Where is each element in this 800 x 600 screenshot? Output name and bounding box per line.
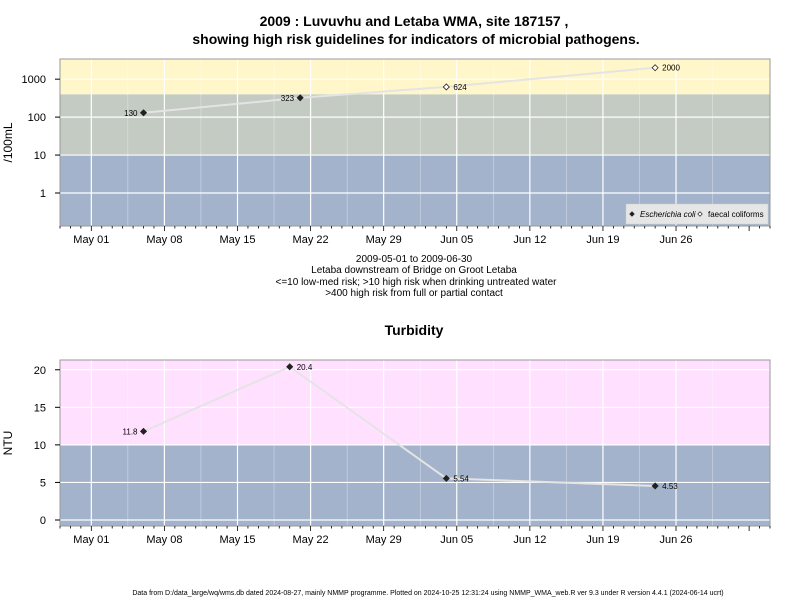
chart1-point-0-0 xyxy=(139,109,148,117)
chart2-connect-line xyxy=(143,365,656,487)
chart1-point-label-0-0: 130 xyxy=(124,109,138,118)
chart2-title: Turbidity xyxy=(385,322,444,338)
chart1-xtick-label-7: Jun 19 xyxy=(586,234,619,246)
chart1-xtick-label-8: Jun 26 xyxy=(660,234,693,246)
chart1-legend-marker-0 xyxy=(629,211,635,217)
chart1-xtick-label-1: May 08 xyxy=(146,234,182,246)
chart1-ylabel: /100mL xyxy=(1,122,15,162)
chart2-point-label-0-0: 11.8 xyxy=(123,427,139,436)
chart1-legend-label-0: Escherichia coli xyxy=(640,210,696,219)
chart1-xtick-label-5: Jun 05 xyxy=(440,234,473,246)
chart1-xtick-label-3: May 22 xyxy=(293,234,329,246)
chart1-legend-marker-1 xyxy=(697,211,703,217)
chart1-point-0-1 xyxy=(296,94,304,102)
chart1-ytick-label-3: 1000 xyxy=(22,74,46,86)
chart1-xtick-label-6: Jun 12 xyxy=(513,234,546,246)
chart2-ytick-label-1: 5 xyxy=(40,477,46,489)
chart2-point-label-0-2: 5.54 xyxy=(453,474,469,483)
chart1-ytick-label-1: 10 xyxy=(34,150,46,162)
chart2-xtick-label-3: May 22 xyxy=(293,534,329,546)
chart1-point-label-1-0: 624 xyxy=(453,83,467,92)
chart2-plot-area: 0 5 10 15 20 May 01 May 08 May 15 May 22 May 29 Ju… xyxy=(1,359,771,546)
chart2-ylabel: NTU xyxy=(1,431,15,456)
chart2-ytick-label-3: 15 xyxy=(34,402,46,414)
chart2-xtick-label-4: May 29 xyxy=(366,534,402,546)
chart1-plot-area: 1 10 100 1000 May 01 May 08 May 15 May 22 May 29… xyxy=(1,58,771,246)
chart1-legend-box xyxy=(625,203,769,225)
chart2-xtick-label-8: Jun 26 xyxy=(660,534,693,546)
chart2-point-0-2 xyxy=(442,474,450,482)
chart1-point-1-1 xyxy=(651,64,659,72)
chart2-point-0-1 xyxy=(286,363,294,371)
chart2-xtick-label-6: Jun 12 xyxy=(513,534,546,546)
footer-text: Data from D:/data_large/wq/wms.db dated … xyxy=(132,590,723,597)
chart2-xtick-label-5: Jun 05 xyxy=(440,534,473,546)
chart2-point-0-0 xyxy=(139,427,148,435)
chart1-band-1 xyxy=(60,94,770,156)
chart2-xtick-label-1: May 08 xyxy=(146,534,182,546)
chart2-point-label-0-3: 4.53 xyxy=(662,482,678,491)
chart2-ytick-label-4: 20 xyxy=(34,365,46,377)
chart1-caption-line1: 2009-05-01 to 2009-06-30 xyxy=(356,254,473,265)
chart1-title-line1: 2009 : Luvuvhu and Letaba WMA, site 1871… xyxy=(260,13,569,29)
chart1-caption-line3: <=10 low-med risk; >10 high risk when dr… xyxy=(276,277,558,288)
chart1-point-1-0 xyxy=(442,83,450,91)
chart2-ytick-label-2: 10 xyxy=(34,440,46,452)
chart1-connect-line xyxy=(143,66,656,114)
chart1-point-label-0-1: 323 xyxy=(281,94,295,103)
chart2-band-1 xyxy=(60,360,770,445)
chart1-ytick-label-2: 100 xyxy=(28,112,46,124)
chart2-xtick-label-7: Jun 19 xyxy=(586,534,619,546)
chart1-ytick-label-0: 1 xyxy=(40,188,46,200)
chart2-point-0-3 xyxy=(651,482,659,490)
chart2-xtick-label-0: May 01 xyxy=(73,534,109,546)
chart1-point-label-1-1: 2000 xyxy=(662,64,680,73)
chart2-xtick-label-2: May 15 xyxy=(219,534,255,546)
chart1-legend-label-1: faecal coliforms xyxy=(708,210,764,219)
chart1-xtick-label-4: May 29 xyxy=(366,234,402,246)
chart1-caption-line4: >400 high risk from full or partial cont… xyxy=(325,288,503,299)
chart1-xtick-label-2: May 15 xyxy=(219,234,255,246)
chart1-caption-line2: Letaba downstream of Bridge on Groot Let… xyxy=(311,265,517,276)
chart2-ytick-label-0: 0 xyxy=(40,515,46,527)
chart2-point-label-0-1: 20.4 xyxy=(297,363,313,372)
chart1-xtick-label-0: May 01 xyxy=(73,234,109,246)
chart1-title-line2: showing high risk guidelines for indicat… xyxy=(192,31,639,47)
